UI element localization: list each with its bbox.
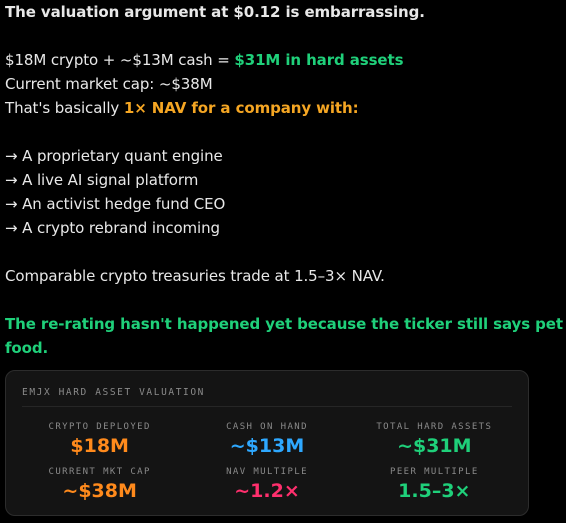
closing-line: The re-rating hasn't happened yet becaus… — [5, 315, 563, 333]
metric-label: CASH ON HAND — [226, 422, 308, 432]
metric-peer-multiple: PEER MULTIPLE 1.5–3× — [351, 466, 518, 503]
comparable-line: Comparable crypto treasuries trade at 1.… — [5, 267, 385, 285]
spacer — [5, 288, 561, 312]
metric-total-hard-assets: TOTAL HARD ASSETS ~$31M — [351, 421, 518, 458]
metric-value: 1.5–3× — [398, 480, 471, 502]
spacer — [5, 24, 561, 48]
metric-label: PEER MULTIPLE — [390, 467, 479, 477]
closing-line: food. — [5, 339, 49, 357]
metric-current-mkt-cap: CURRENT MKT CAP ~$38M — [16, 466, 183, 503]
card-divider — [22, 406, 512, 407]
nav-highlight: 1× NAV for a company with: — [123, 99, 359, 117]
bullet-item: → A proprietary quant engine — [5, 147, 223, 165]
metric-cash-on-hand: CASH ON HAND ~$13M — [183, 421, 350, 458]
metric-value: ~1.2× — [234, 480, 300, 502]
metric-nav-multiple: NAV MULTIPLE ~1.2× — [183, 466, 350, 503]
metric-value: $18M — [70, 435, 129, 457]
post-body: The valuation argument at $0.12 is embar… — [5, 0, 563, 360]
bullet-item: → A crypto rebrand incoming — [5, 219, 220, 237]
metric-label: NAV MULTIPLE — [226, 467, 308, 477]
metric-label: CURRENT MKT CAP — [48, 467, 151, 477]
metric-value: ~$31M — [397, 435, 472, 457]
spacer — [5, 240, 561, 264]
bullet-item: → An activist hedge fund CEO — [5, 195, 226, 213]
valuation-card: EMJX HARD ASSET VALUATION CRYPTO DEPLOYE… — [5, 370, 529, 516]
metric-crypto-deployed: CRYPTO DEPLOYED $18M — [16, 421, 183, 458]
card-title: EMJX HARD ASSET VALUATION — [22, 387, 205, 398]
nav-line: That's basically 1× NAV for a company wi… — [5, 96, 561, 120]
metric-label: TOTAL HARD ASSETS — [376, 422, 493, 432]
market-cap-line: Current market cap: ~$38M — [5, 75, 213, 93]
post-headline: The valuation argument at $0.12 is embar… — [5, 3, 425, 21]
bullet-item: → A live AI signal platform — [5, 171, 199, 189]
hard-assets-highlight: $31M in hard assets — [234, 51, 404, 69]
metrics-grid: CRYPTO DEPLOYED $18M CASH ON HAND ~$13M … — [16, 421, 518, 503]
metric-label: CRYPTO DEPLOYED — [48, 422, 151, 432]
metric-value: ~$38M — [62, 480, 137, 502]
spacer — [5, 120, 561, 144]
metric-value: ~$13M — [229, 435, 305, 457]
hard-assets-line: $18M crypto + ~$13M cash = $31M in hard … — [5, 48, 561, 72]
hard-assets-text: $18M crypto + ~$13M cash = — [5, 51, 235, 69]
nav-text: That's basically — [5, 99, 124, 117]
